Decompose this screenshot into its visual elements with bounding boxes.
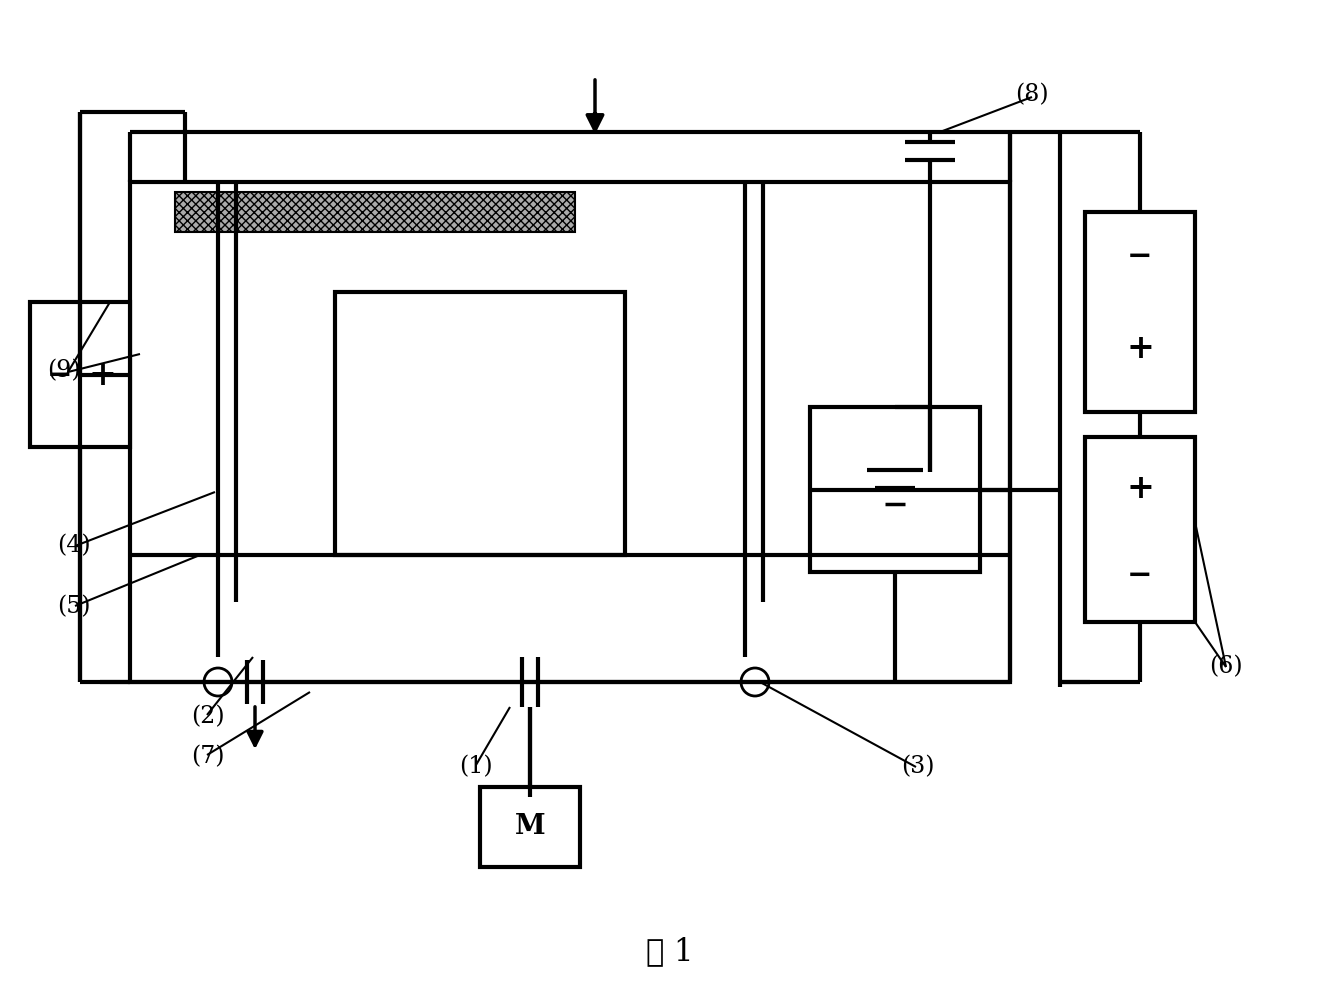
Bar xyxy=(809,407,980,572)
Text: +: + xyxy=(88,359,117,392)
Bar xyxy=(176,192,575,232)
Text: 图 1: 图 1 xyxy=(646,937,694,968)
Text: −: − xyxy=(47,360,72,391)
Text: (4): (4) xyxy=(56,535,91,557)
Bar xyxy=(335,292,624,555)
Text: (5): (5) xyxy=(56,595,91,617)
Text: −: − xyxy=(1127,560,1152,591)
Text: (9): (9) xyxy=(47,360,82,382)
Text: (7): (7) xyxy=(190,745,224,768)
Text: +: + xyxy=(1126,332,1154,365)
Text: +: + xyxy=(1126,472,1154,505)
Bar xyxy=(1085,437,1195,622)
Bar xyxy=(1085,212,1195,412)
Text: (2): (2) xyxy=(190,705,225,727)
Bar xyxy=(130,182,1010,682)
Text: (6): (6) xyxy=(1209,655,1244,677)
Text: M: M xyxy=(515,814,545,841)
Text: (1): (1) xyxy=(458,756,493,778)
Bar xyxy=(480,787,580,867)
Text: −: − xyxy=(1127,240,1152,272)
Text: (8): (8) xyxy=(1014,84,1049,106)
Bar xyxy=(29,302,130,447)
Text: (3): (3) xyxy=(902,756,935,778)
